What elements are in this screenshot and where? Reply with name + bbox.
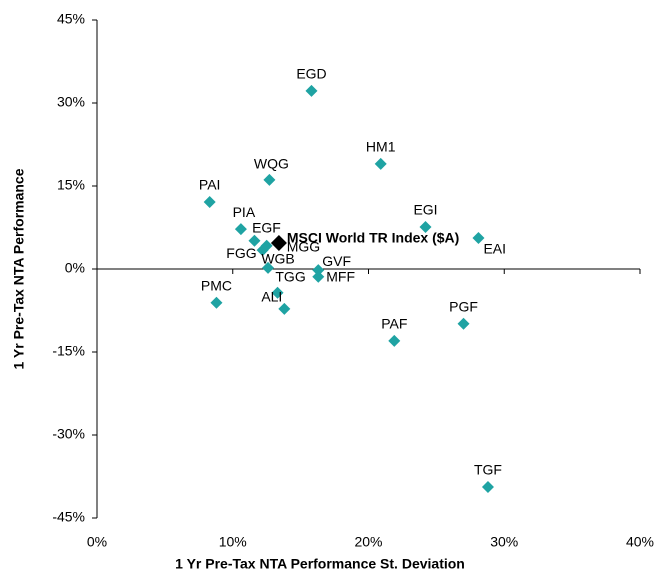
point-label: EGF	[252, 219, 281, 235]
point	[481, 481, 494, 494]
x-tick-label: 40%	[626, 534, 654, 550]
point-label: FGG	[226, 245, 256, 261]
point-label: EAI	[483, 241, 506, 257]
point	[374, 157, 387, 170]
x-tick-label: 20%	[354, 534, 382, 550]
point	[305, 84, 318, 97]
point	[256, 244, 269, 257]
x-tick-label: 10%	[219, 534, 247, 550]
y-tick-label: 15%	[57, 177, 85, 193]
point	[312, 264, 325, 277]
point	[388, 334, 401, 347]
y-axis-title: 1 Yr Pre-Tax NTA Performance	[11, 168, 27, 369]
point-label: PIA	[233, 204, 256, 220]
y-tick-label: -30%	[52, 426, 85, 442]
point	[248, 234, 261, 247]
highlight-label: MSCI World TR Index ($A)	[287, 230, 459, 246]
x-tick-label: 30%	[490, 534, 518, 550]
point-label: PAF	[381, 316, 407, 332]
point	[419, 220, 432, 233]
x-axis-title: 1 Yr Pre-Tax NTA Performance St. Deviati…	[175, 556, 465, 572]
point	[210, 296, 223, 309]
point-label: PAI	[199, 177, 221, 193]
highlight-point	[270, 234, 287, 251]
point-label: TGF	[474, 462, 502, 478]
point-label: EGI	[413, 202, 437, 218]
point-label: MGG	[287, 238, 320, 254]
y-tick-label: 45%	[57, 11, 85, 27]
x-tick-label: 0%	[87, 534, 107, 550]
point	[278, 302, 291, 315]
y-tick-label: 0%	[65, 260, 85, 276]
point-label: TGG	[275, 268, 305, 284]
point	[472, 232, 485, 245]
point-label: EGD	[296, 66, 326, 82]
point-label: MFF	[326, 268, 355, 284]
point-label: WGB	[261, 251, 294, 267]
point	[263, 173, 276, 186]
point	[457, 317, 470, 330]
point	[271, 286, 284, 299]
y-tick-label: -45%	[52, 509, 85, 525]
y-tick-label: 30%	[57, 94, 85, 110]
point-label: ALI	[261, 289, 282, 305]
point-label: PMC	[201, 277, 232, 293]
point-label: HM1	[366, 139, 396, 155]
point	[312, 270, 325, 283]
point-label: GVF	[322, 253, 351, 269]
point-label: WQG	[254, 156, 289, 172]
point	[203, 196, 216, 209]
point	[234, 223, 247, 236]
point-label: PGF	[449, 298, 478, 314]
point	[262, 261, 275, 274]
y-tick-label: -15%	[52, 343, 85, 359]
